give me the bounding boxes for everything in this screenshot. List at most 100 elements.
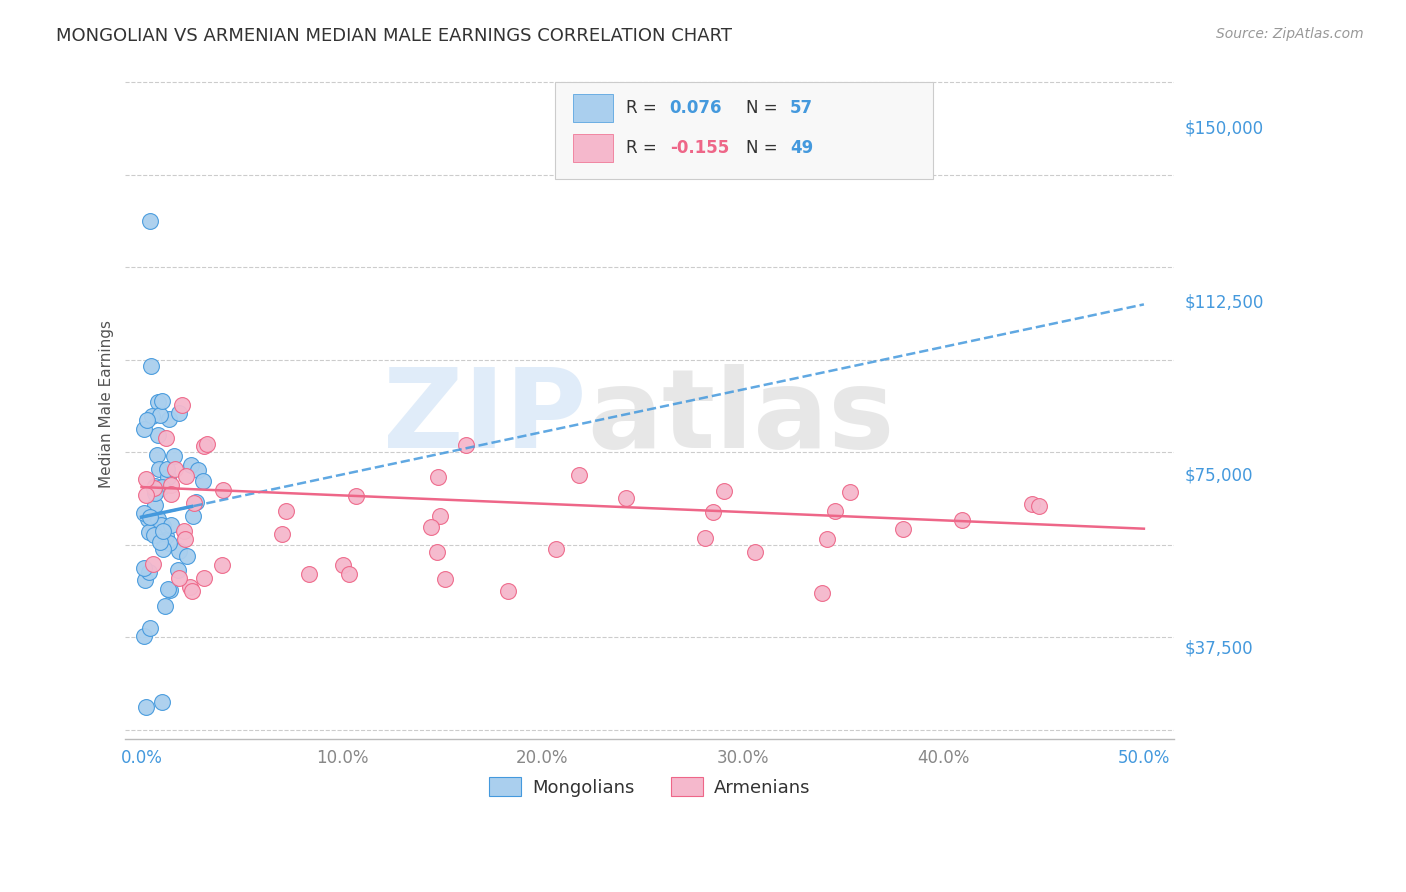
- Text: Source: ZipAtlas.com: Source: ZipAtlas.com: [1216, 27, 1364, 41]
- Point: [1028, 499, 1050, 513]
- Point: [172, 398, 194, 412]
- Point: [142, 557, 165, 571]
- Point: [142, 524, 165, 538]
- Point: [157, 470, 180, 484]
- Point: [274, 504, 297, 518]
- Point: [150, 394, 173, 409]
- Point: [183, 496, 205, 510]
- Point: [146, 512, 169, 526]
- Point: [138, 510, 160, 524]
- Point: [152, 524, 174, 538]
- Point: [155, 431, 177, 445]
- FancyBboxPatch shape: [555, 82, 932, 179]
- Point: [815, 532, 838, 546]
- Text: N =: N =: [747, 99, 783, 117]
- Point: [339, 567, 361, 582]
- FancyBboxPatch shape: [574, 94, 613, 122]
- Point: [1021, 497, 1043, 511]
- Text: $150,000: $150,000: [1185, 120, 1264, 137]
- Point: [454, 438, 477, 452]
- Point: [824, 503, 846, 517]
- Point: [167, 563, 190, 577]
- Point: [145, 483, 167, 498]
- Point: [138, 566, 160, 580]
- Point: [163, 462, 186, 476]
- Text: MONGOLIAN VS ARMENIAN MEDIAN MALE EARNINGS CORRELATION CHART: MONGOLIAN VS ARMENIAN MEDIAN MALE EARNIN…: [56, 27, 733, 45]
- Text: ZIP: ZIP: [384, 364, 586, 471]
- Text: $112,500: $112,500: [1185, 293, 1264, 311]
- Point: [181, 583, 204, 598]
- Point: [184, 495, 207, 509]
- Text: -0.155: -0.155: [669, 139, 728, 157]
- Point: [952, 513, 974, 527]
- Point: [702, 505, 724, 519]
- Point: [167, 407, 190, 421]
- Point: [332, 558, 354, 573]
- Point: [139, 359, 162, 374]
- Point: [180, 458, 202, 472]
- Point: [187, 463, 209, 477]
- Point: [713, 484, 735, 499]
- Point: [298, 566, 321, 581]
- Point: [148, 462, 170, 476]
- Point: [136, 413, 159, 427]
- Point: [148, 428, 170, 442]
- Point: [568, 468, 591, 483]
- Point: [152, 542, 174, 557]
- Text: $37,500: $37,500: [1185, 640, 1254, 658]
- Text: atlas: atlas: [586, 364, 894, 471]
- Point: [212, 483, 235, 497]
- Point: [427, 470, 450, 484]
- Point: [142, 527, 165, 541]
- Point: [163, 449, 186, 463]
- FancyBboxPatch shape: [574, 134, 613, 162]
- Point: [152, 519, 174, 533]
- Point: [145, 448, 167, 462]
- Point: [193, 439, 215, 453]
- Point: [156, 461, 179, 475]
- Point: [141, 409, 163, 423]
- Point: [149, 408, 172, 422]
- Point: [138, 524, 160, 539]
- Text: 57: 57: [790, 99, 813, 117]
- Point: [138, 214, 160, 228]
- Point: [134, 488, 156, 502]
- Point: [149, 518, 172, 533]
- Point: [744, 545, 766, 559]
- Point: [191, 474, 214, 488]
- Point: [132, 629, 155, 643]
- Point: [143, 486, 166, 500]
- Point: [143, 481, 166, 495]
- Text: N =: N =: [747, 139, 783, 157]
- Point: [155, 599, 177, 613]
- Point: [134, 506, 156, 520]
- Text: 49: 49: [790, 139, 814, 157]
- Point: [132, 561, 155, 575]
- Point: [167, 571, 190, 585]
- Legend: Mongolians, Armenians: Mongolians, Armenians: [482, 770, 818, 804]
- Point: [614, 491, 637, 505]
- Point: [159, 478, 181, 492]
- Point: [174, 532, 197, 546]
- Point: [195, 437, 218, 451]
- Point: [546, 542, 568, 557]
- Point: [157, 536, 180, 550]
- Text: 0.076: 0.076: [669, 99, 723, 117]
- Text: R =: R =: [626, 99, 662, 117]
- Point: [135, 472, 157, 486]
- Y-axis label: Median Male Earnings: Median Male Earnings: [100, 320, 114, 488]
- Point: [426, 545, 449, 559]
- Point: [146, 395, 169, 409]
- Point: [429, 509, 451, 524]
- Point: [149, 530, 172, 544]
- Point: [211, 558, 233, 572]
- Point: [156, 582, 179, 596]
- Point: [193, 571, 215, 585]
- Point: [174, 468, 197, 483]
- Point: [810, 586, 832, 600]
- Point: [173, 524, 195, 538]
- Text: $75,000: $75,000: [1185, 467, 1254, 484]
- Point: [136, 511, 159, 525]
- Point: [143, 499, 166, 513]
- Point: [270, 527, 292, 541]
